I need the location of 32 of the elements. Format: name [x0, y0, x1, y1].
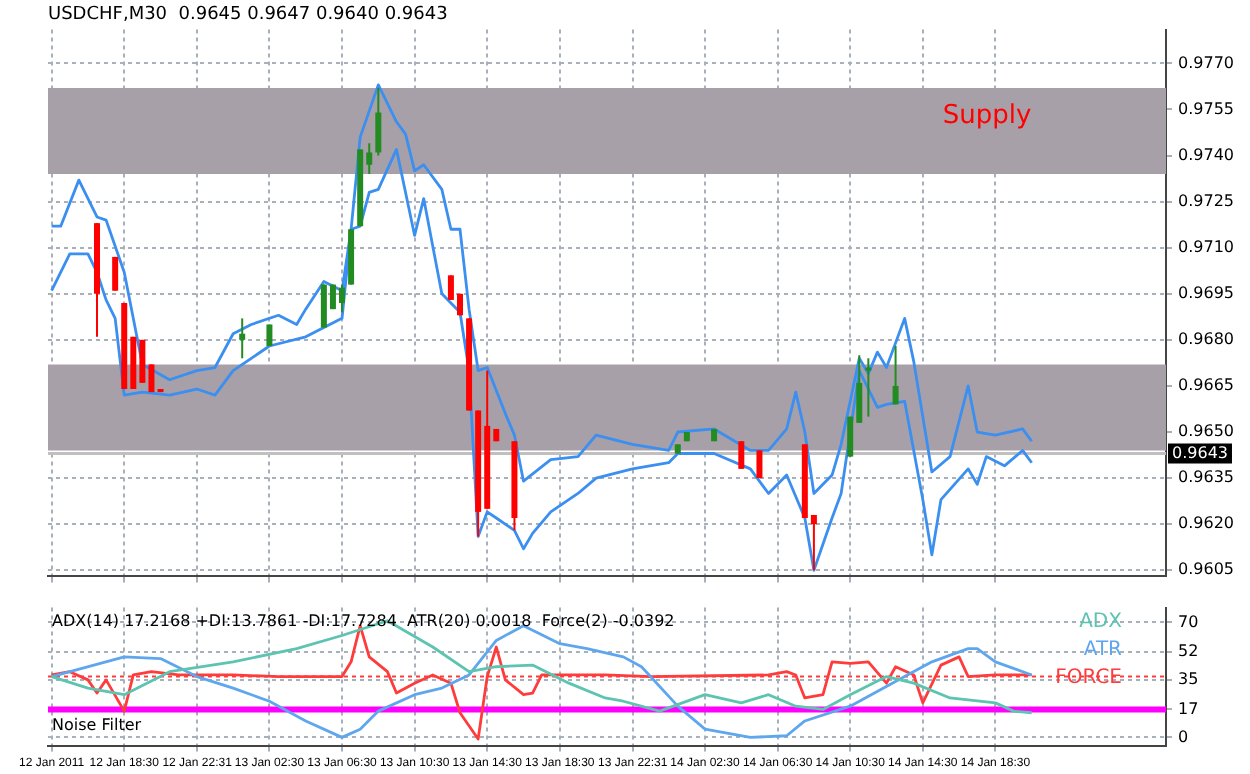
text: ATR	[1083, 638, 1123, 661]
y-tick-label: 52	[1178, 642, 1199, 661]
band-label: Supply	[942, 101, 1033, 132]
y-tick-label: 0	[1178, 727, 1189, 746]
chart-title: USDCHF,M30 0.9645 0.9647 0.9640 0.9643	[48, 5, 448, 26]
y-tick-label: 0.9710	[1178, 237, 1234, 256]
annotation: ADX(14) 17.2168 +DI:13.7861 -DI:17.7284 ATR(20) 0.0018 Force(2) -0.0392	[52, 611, 675, 630]
ref-line-label: Noise Filter	[52, 715, 143, 734]
candlestick	[239, 317, 246, 360]
y-tick-label: 0.9635	[1178, 468, 1234, 487]
y-tick-label: 0.9620	[1178, 514, 1234, 533]
candlestick	[756, 449, 763, 480]
y-tick-label: 0.9695	[1178, 283, 1234, 302]
y-tick-label: 35	[1178, 670, 1199, 689]
candlestick	[375, 86, 382, 157]
candlestick	[892, 345, 899, 406]
y-tick-label: 0.9650	[1178, 422, 1234, 441]
ref-line-label: 0.9643	[1172, 443, 1228, 462]
y-tick-label: 0.9605	[1178, 560, 1234, 579]
candlestick	[112, 255, 119, 292]
series-label: FORCE	[1055, 666, 1122, 689]
text: ADX	[1079, 610, 1123, 633]
y-tick-label: 0.9680	[1178, 330, 1234, 349]
candlestick	[738, 440, 745, 470]
y-tick-label: 0.9725	[1178, 191, 1234, 210]
y-tick-label: 0.9740	[1178, 145, 1234, 164]
y-tick-label: 70	[1178, 612, 1199, 631]
y-tick-label: 0.9755	[1178, 99, 1234, 118]
candlestick	[865, 357, 872, 418]
y-tick-label: 0.9770	[1178, 53, 1234, 72]
y-tick-label: 0.9665	[1178, 376, 1234, 395]
y-tick-label: 17	[1178, 699, 1199, 718]
